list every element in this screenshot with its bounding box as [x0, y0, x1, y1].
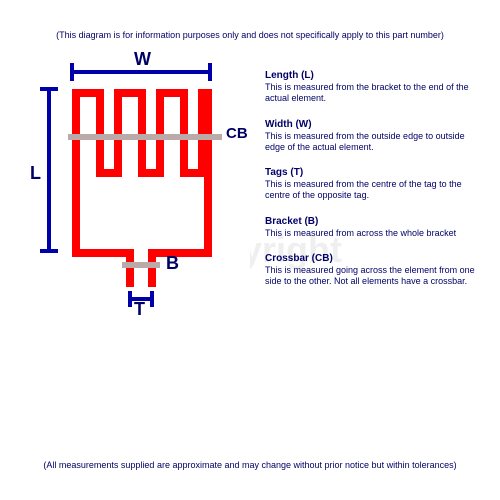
def-body: This is measured going across the elemen…: [265, 265, 475, 288]
label-cb: CB: [226, 125, 248, 142]
def-body: This is measured from the outside edge t…: [265, 131, 475, 154]
def-title: Tags (T): [265, 167, 475, 179]
label-b: B: [166, 253, 179, 274]
def-body: This is measured from across the whole b…: [265, 228, 475, 239]
def-title: Crossbar (CB): [265, 253, 475, 265]
label-w: W: [134, 49, 151, 70]
definitions-panel: Length (L) This is measured from the bra…: [265, 70, 475, 301]
def-crossbar: Crossbar (CB) This is measured going acr…: [265, 253, 475, 288]
def-title: Length (L): [265, 70, 475, 82]
def-body: This is measured from the bracket to the…: [265, 82, 475, 105]
disclaimer-bottom: (All measurements supplied are approxima…: [30, 460, 470, 470]
label-t: T: [134, 299, 145, 320]
heating-element-diagram: W L CB B T: [30, 55, 250, 315]
def-bracket: Bracket (B) This is measured from across…: [265, 216, 475, 239]
def-width: Width (W) This is measured from the outs…: [265, 119, 475, 154]
def-body: This is measured from the centre of the …: [265, 179, 475, 202]
page-root: 4copyright (This diagram is for informat…: [0, 0, 500, 500]
def-length: Length (L) This is measured from the bra…: [265, 70, 475, 105]
def-title: Width (W): [265, 119, 475, 131]
def-tags: Tags (T) This is measured from the centr…: [265, 167, 475, 202]
def-title: Bracket (B): [265, 216, 475, 228]
label-l: L: [30, 163, 41, 184]
disclaimer-top: (This diagram is for information purpose…: [50, 30, 450, 40]
diagram-svg: [30, 55, 250, 315]
